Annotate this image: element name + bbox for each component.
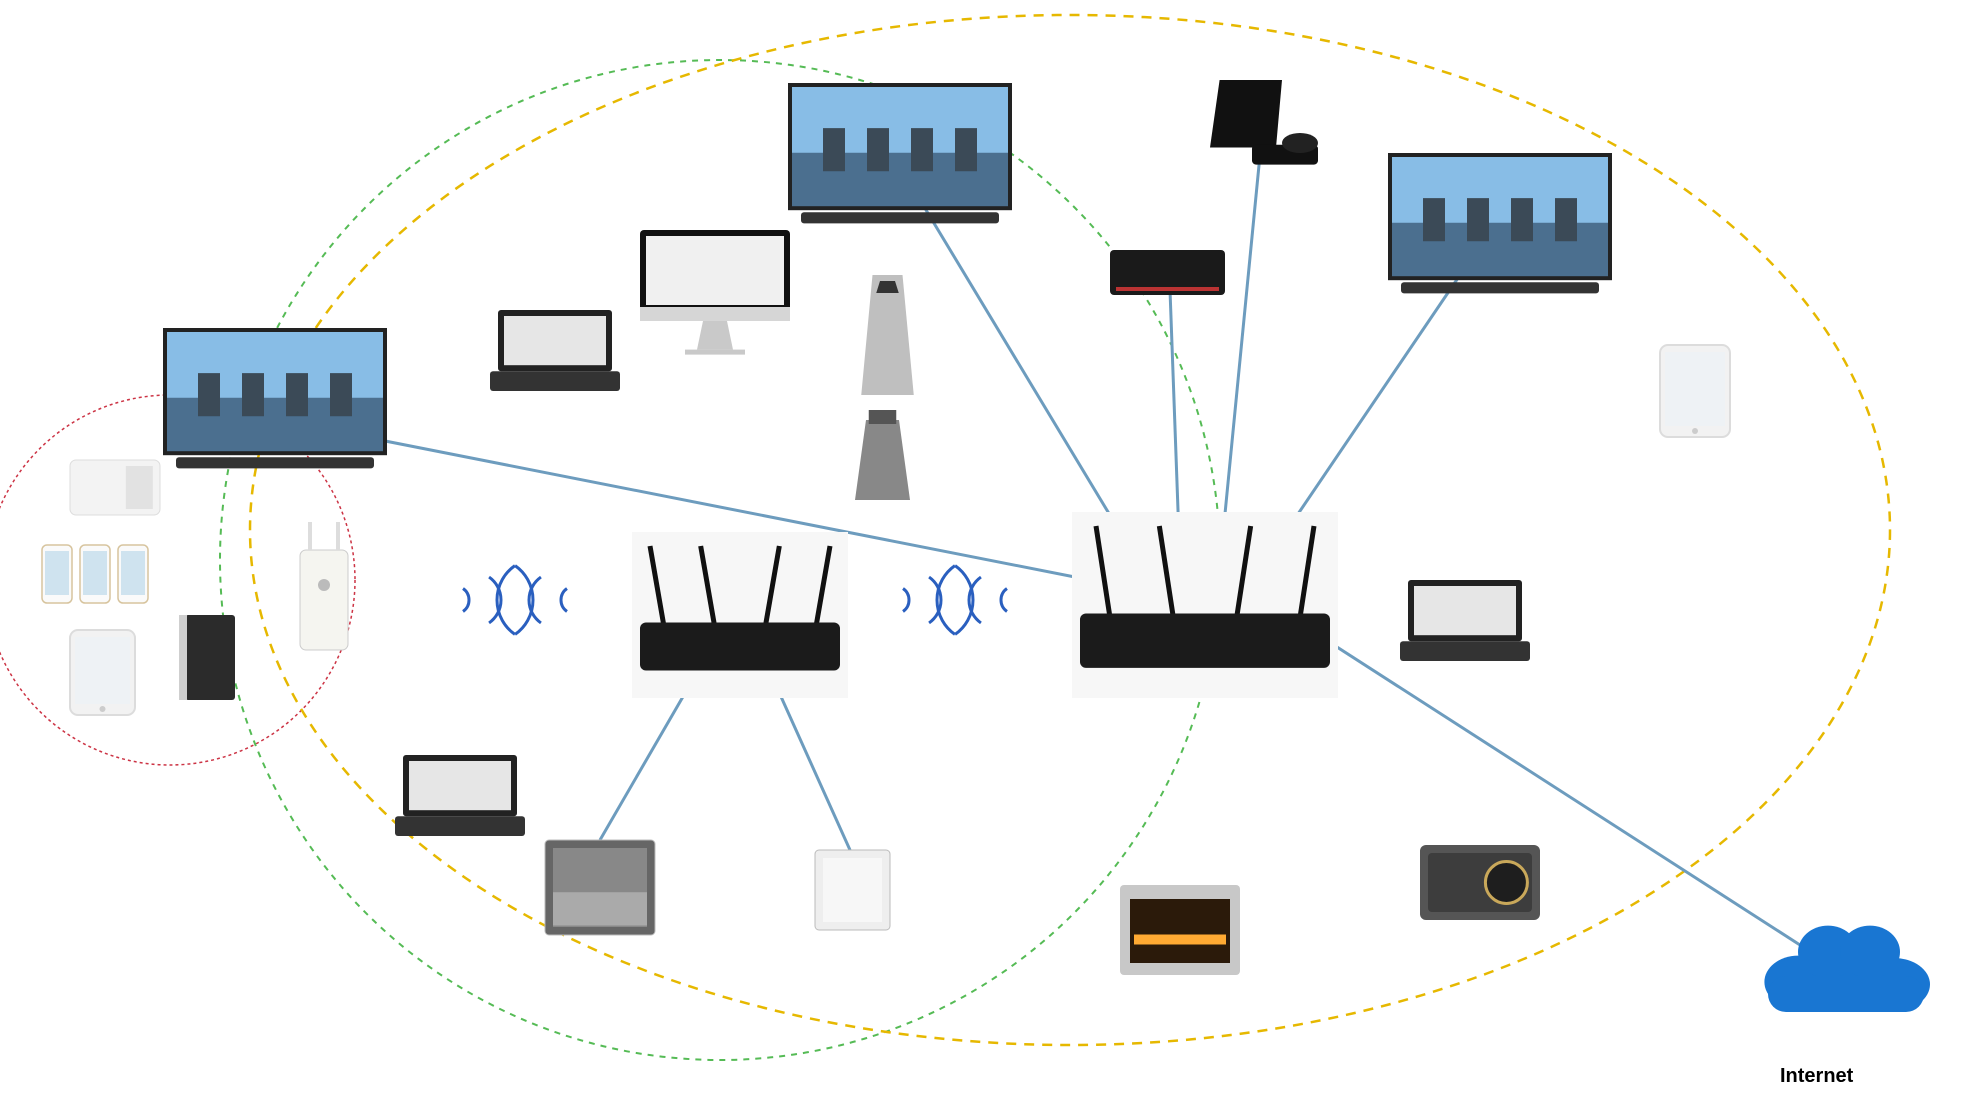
wave-arc — [1001, 589, 1007, 612]
phone-3 — [118, 545, 148, 603]
projector — [1420, 845, 1540, 920]
range-extender — [300, 522, 348, 650]
imac — [640, 230, 790, 355]
speaker-white — [70, 460, 160, 515]
connection-router2-tv1 — [920, 200, 1140, 565]
laptop-1 — [490, 310, 620, 391]
laptop-2 — [395, 755, 525, 836]
tv-right — [1390, 155, 1610, 293]
dark-device — [179, 615, 235, 700]
mini-pc — [1110, 250, 1225, 295]
phone-2 — [80, 545, 110, 603]
tv-left — [165, 330, 385, 468]
internet-label: Internet — [1780, 1065, 1853, 1088]
devices — [42, 80, 1730, 975]
laptop-3 — [1400, 580, 1530, 661]
wave-arc — [903, 589, 909, 612]
oven — [1120, 885, 1240, 975]
ipad-right — [1660, 345, 1730, 437]
tower-pc — [861, 275, 914, 395]
tv-center — [790, 85, 1010, 223]
yellow-zone — [250, 15, 1890, 1045]
connection-router2-cloud — [1295, 620, 1800, 945]
ps4-console — [1210, 80, 1318, 165]
router-main — [1072, 512, 1338, 698]
ipad-bottom — [70, 630, 135, 715]
phone-1 — [42, 545, 72, 603]
router-mid — [632, 532, 848, 698]
connection-router2-ps4 — [1220, 155, 1260, 565]
stand-dev — [855, 410, 910, 500]
nas-1 — [545, 840, 655, 935]
wave-arc — [463, 589, 469, 612]
wave-arc — [561, 589, 567, 612]
network-diagram — [0, 0, 1964, 1094]
nas-2 — [815, 850, 890, 930]
